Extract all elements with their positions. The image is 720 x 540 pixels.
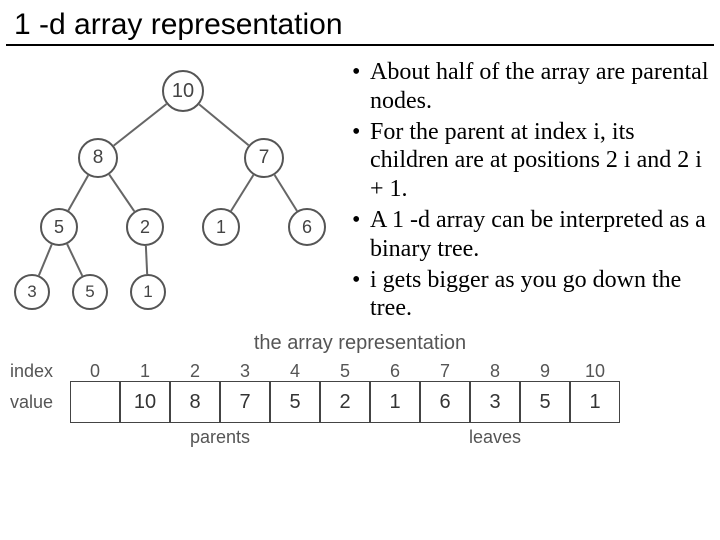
- value-cell: 5: [270, 381, 320, 423]
- bullet-item: A 1 -d array can be interpreted as a bin…: [348, 206, 712, 264]
- index-cell: 9: [520, 361, 570, 382]
- tree-edge: [199, 104, 248, 145]
- bullet-list: About half of the array are parental nod…: [348, 58, 716, 328]
- index-cell: 8: [470, 361, 520, 382]
- index-cell: 7: [420, 361, 470, 382]
- value-row: value 10875216351: [10, 381, 710, 423]
- value-cell: 5: [520, 381, 570, 423]
- parents-label: parents: [70, 427, 370, 448]
- value-cell: 7: [220, 381, 270, 423]
- array-caption: the array representation: [0, 332, 720, 355]
- index-cell: 4: [270, 361, 320, 382]
- value-cell: 6: [420, 381, 470, 423]
- value-cell: [70, 381, 120, 423]
- value-cell: 10: [120, 381, 170, 423]
- index-cell: 5: [320, 361, 370, 382]
- index-cell: 0: [70, 361, 120, 382]
- value-cell: 3: [470, 381, 520, 423]
- index-row-label: index: [10, 361, 70, 382]
- tree-node: 2: [126, 208, 164, 246]
- value-cell: 8: [170, 381, 220, 423]
- value-row-label: value: [10, 392, 70, 413]
- tree-node: 5: [72, 274, 108, 310]
- tree-edge: [68, 175, 88, 210]
- tree-edge: [109, 175, 134, 212]
- tree-edge: [146, 246, 147, 274]
- tree-diagram: 10875216351: [4, 58, 344, 328]
- index-row: index 012345678910: [10, 361, 710, 382]
- tree-node: 10: [162, 70, 204, 112]
- tree-node: 6: [288, 208, 326, 246]
- tree-node: 1: [202, 208, 240, 246]
- page-title: 1 -d array representation: [6, 0, 714, 46]
- index-cell: 3: [220, 361, 270, 382]
- value-cell: 1: [370, 381, 420, 423]
- under-labels: parents leaves: [10, 427, 710, 448]
- value-cell: 2: [320, 381, 370, 423]
- tree-node: 7: [244, 138, 284, 178]
- index-cell: 6: [370, 361, 420, 382]
- index-cell: 10: [570, 361, 620, 382]
- index-cell: 1: [120, 361, 170, 382]
- tree-edge: [114, 104, 167, 146]
- bullets-ul: About half of the array are parental nod…: [348, 58, 712, 323]
- tree-node: 3: [14, 274, 50, 310]
- index-cell: 2: [170, 361, 220, 382]
- tree-edge: [39, 245, 52, 276]
- bullet-item: For the parent at index i, its children …: [348, 118, 712, 204]
- tree-node: 5: [40, 208, 78, 246]
- content-row: 10875216351 About half of the array are …: [0, 46, 720, 328]
- tree-edge: [231, 175, 253, 211]
- bullet-item: i gets bigger as you go down the tree.: [348, 266, 712, 324]
- tree-edge: [67, 244, 82, 276]
- tree-node: 8: [78, 138, 118, 178]
- bullet-item: About half of the array are parental nod…: [348, 58, 712, 116]
- array-block: index 012345678910 value 10875216351 par…: [0, 355, 720, 448]
- value-cell: 1: [570, 381, 620, 423]
- tree-edge: [275, 175, 297, 211]
- tree-node: 1: [130, 274, 166, 310]
- leaves-label: leaves: [370, 427, 620, 448]
